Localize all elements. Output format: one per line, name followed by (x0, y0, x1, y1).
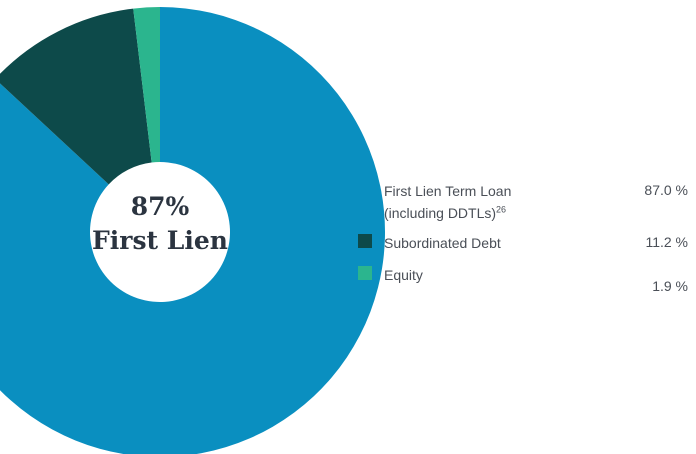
legend-value-first-lien: 87.0 % (644, 182, 688, 198)
legend-label-equity: Equity (384, 267, 423, 283)
slice-subordinated-debt (0, 8, 152, 185)
legend-label-first-lien-sub: (including DDTLs) (384, 205, 497, 221)
legend-label-first-lien-line2: (including DDTLs)26 (384, 202, 584, 224)
center-percent: 87% (130, 192, 190, 221)
legend-value-subordinated-debt: 11.2 % (645, 234, 688, 250)
legend-swatch-subordinated-debt (358, 234, 372, 248)
slice-equity (133, 7, 160, 163)
legend-swatch-first-lien (358, 182, 372, 196)
legend-label-first-lien-line1: First Lien Term Loan (384, 183, 512, 199)
legend-swatch-equity (358, 266, 372, 280)
footnote-marker: 26 (496, 204, 507, 215)
legend-value-equity: 1.9 % (652, 278, 688, 294)
legend-label-first-lien: First Lien Term Loan (including DDTLs)26 (384, 180, 584, 224)
slice-first-lien (0, 7, 385, 454)
center-text: First Lien (92, 226, 228, 255)
donut-center-label: 87% First Lien (60, 190, 260, 258)
legend-label-subordinated-debt: Subordinated Debt (384, 235, 501, 251)
